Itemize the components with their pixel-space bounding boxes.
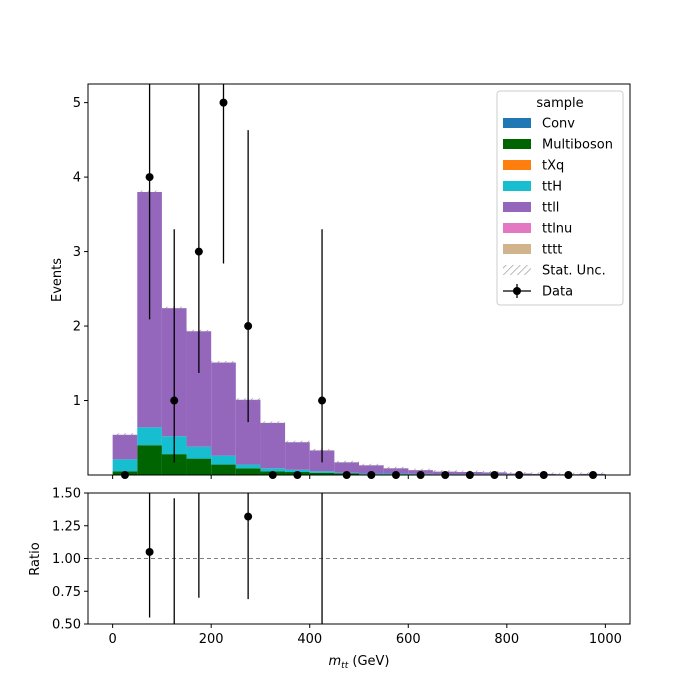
y-tick-label-2: 3 xyxy=(73,245,81,260)
x-tick-label-3: 600 xyxy=(396,632,421,647)
bar-multiboson-2 xyxy=(161,454,187,475)
y-axis-label: Events xyxy=(50,258,65,302)
legend-swatch-ttlnu xyxy=(503,223,531,233)
ratio-y-tick-label-3: 1.25 xyxy=(52,519,81,534)
legend-label-stat-unc: Stat. Unc. xyxy=(542,264,606,279)
bar-tth-0 xyxy=(112,459,138,472)
bar-ttll-6 xyxy=(260,422,286,469)
data-point-3 xyxy=(194,247,203,256)
data-points xyxy=(120,84,598,479)
data-point-5 xyxy=(244,322,253,331)
legend-title: sample xyxy=(536,96,583,111)
legend-swatch-ttll xyxy=(503,202,531,212)
legend-swatch-conv xyxy=(503,118,531,128)
ratio-y-tick-label-1: 0.75 xyxy=(52,585,81,600)
stat-unc-6 xyxy=(260,421,286,425)
ratio-point-0 xyxy=(145,547,154,556)
bar-ttll-0 xyxy=(112,434,138,460)
bar-ttll-4 xyxy=(211,362,236,456)
ratio-point-3 xyxy=(244,512,253,521)
legend-label-ttlnu: ttlnu xyxy=(542,222,572,237)
bar-ttll-10 xyxy=(359,465,384,474)
bar-ttll-7 xyxy=(285,442,310,470)
y-tick-label-0: 1 xyxy=(73,394,81,409)
y-tick-label-3: 4 xyxy=(73,171,81,186)
legend-swatch-tttt xyxy=(503,244,531,254)
ratio-x-ticks: 0 200 400 600 800 1000 xyxy=(108,624,622,647)
data-point-1 xyxy=(145,173,154,182)
ratio-points xyxy=(145,482,323,636)
stacked-histogram xyxy=(112,191,606,475)
ratio-y-tick-label-0: 0.50 xyxy=(52,618,81,633)
ratio-y-ticks: 0.50 0.75 1.00 1.25 1.50 xyxy=(52,487,88,633)
legend-swatch-multiboson xyxy=(503,139,531,149)
stat-unc-9 xyxy=(334,460,359,464)
legend: sample Conv Multiboson tXq ttH ttll ttlnu tttt… xyxy=(496,90,624,306)
bar-tth-8 xyxy=(309,471,335,473)
x-tick-label-1: 200 xyxy=(199,632,224,647)
ratio-y-axis-label: Ratio xyxy=(28,542,43,575)
bar-multiboson-5 xyxy=(235,468,261,475)
bar-tth-7 xyxy=(285,469,310,473)
main-x-ticks xyxy=(112,475,606,479)
stat-unc-10 xyxy=(359,463,384,467)
bar-tth-6 xyxy=(260,468,286,472)
bar-multiboson-4 xyxy=(211,464,236,475)
legend-data-marker xyxy=(513,287,521,295)
legend-swatch-stat-unc xyxy=(503,265,531,275)
data-point-4 xyxy=(219,98,228,107)
stat-unc-0 xyxy=(112,433,138,437)
bar-ttll-9 xyxy=(334,462,359,473)
x-axis-label: mtt (GeV) xyxy=(329,654,390,671)
legend-label-ttll: ttll xyxy=(542,201,559,216)
x-tick-label-4: 800 xyxy=(494,632,519,647)
y-tick-label-1: 2 xyxy=(73,320,81,335)
bar-ttll-11 xyxy=(383,468,409,474)
ratio-axes-frame xyxy=(87,492,631,625)
legend-swatch-txq xyxy=(503,160,531,170)
legend-label-tttt: tttt xyxy=(542,243,562,258)
bar-multiboson-8 xyxy=(309,472,335,475)
legend-swatch-tth xyxy=(503,181,531,191)
legend-label-data: Data xyxy=(542,285,573,300)
legend-label-txq: tXq xyxy=(542,159,564,174)
stat-unc-4 xyxy=(211,361,236,365)
main-panel: 1 2 3 4 5 Events sample Conv Multiboson tXq ttH… xyxy=(50,83,631,479)
bar-tth-4 xyxy=(211,455,236,465)
stat-unc-7 xyxy=(285,440,310,444)
ratio-point-2 xyxy=(195,482,203,490)
legend-label-multiboson: Multiboson xyxy=(542,138,613,153)
main-y-ticks: 1 2 3 4 5 xyxy=(73,96,88,409)
x-tick-label-0: 0 xyxy=(108,632,116,647)
x-tick-label-5: 1000 xyxy=(589,632,622,647)
stat-unc-11 xyxy=(383,466,409,470)
bar-multiboson-1 xyxy=(137,445,162,475)
y-tick-label-4: 5 xyxy=(73,96,81,111)
data-point-2 xyxy=(170,396,179,405)
legend-label-conv: Conv xyxy=(542,117,575,132)
bar-tth-5 xyxy=(235,464,261,469)
ratio-point-1 xyxy=(170,628,178,636)
ratio-panel: 0.50 0.75 1.00 1.25 1.50 0 200 400 600 800 1000 R… xyxy=(28,482,631,671)
bar-tth-3 xyxy=(186,446,212,459)
ratio-y-tick-label-4: 1.50 xyxy=(52,487,81,502)
x-tick-label-2: 400 xyxy=(297,632,322,647)
ratio-y-tick-label-2: 1.00 xyxy=(52,552,81,567)
legend-label-tth: ttH xyxy=(542,180,562,195)
bar-multiboson-3 xyxy=(186,458,212,475)
bar-tth-1 xyxy=(137,427,162,446)
stat-unc-12 xyxy=(408,468,433,472)
data-point-8 xyxy=(318,396,327,405)
main-axes-frame xyxy=(87,83,631,476)
